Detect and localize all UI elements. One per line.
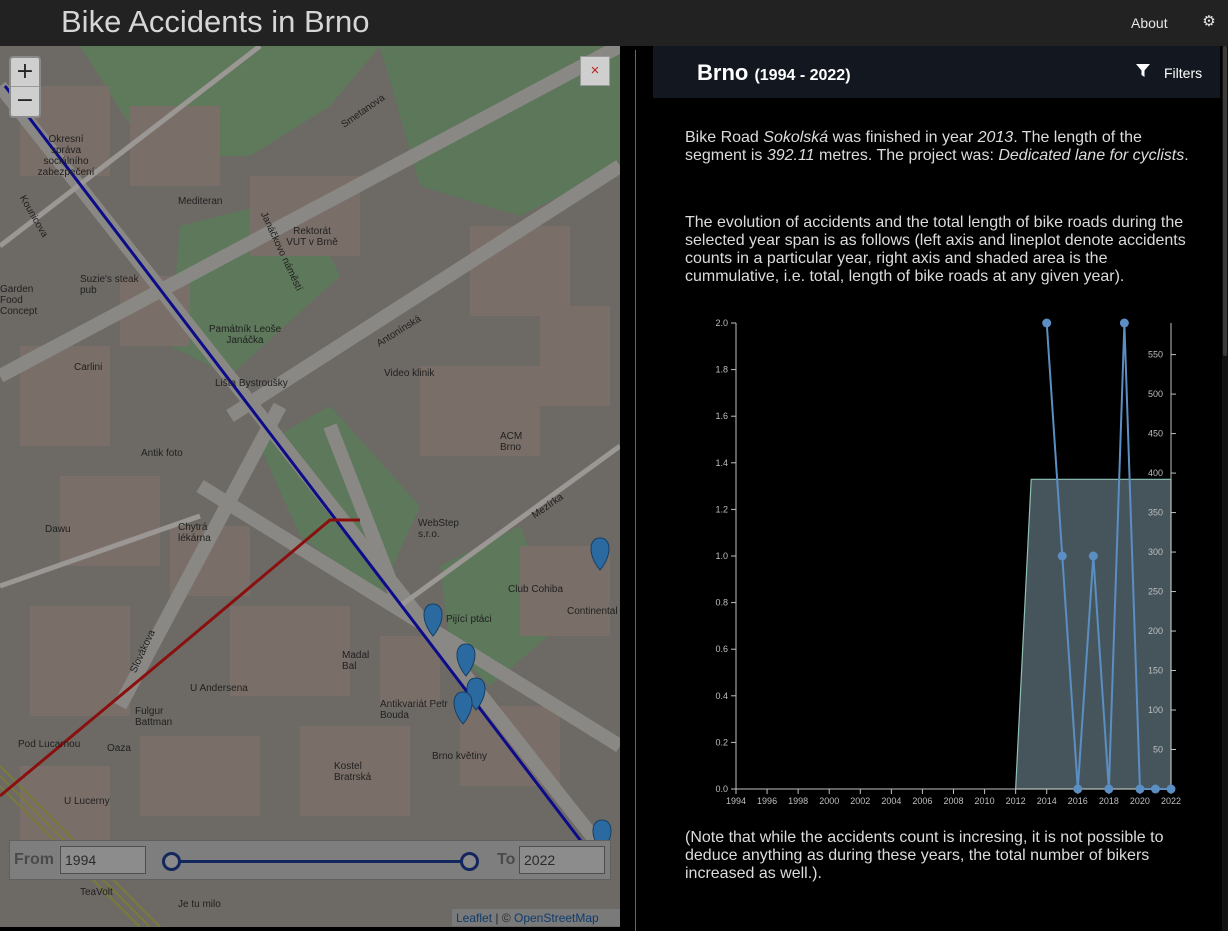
gear-icon[interactable]: ⚙: [1202, 13, 1216, 30]
right-tick-label: 550: [1148, 350, 1163, 360]
panel-divider[interactable]: [635, 50, 636, 931]
road-info-text: Bike Road Sokolská was finished in year …: [685, 129, 1195, 165]
chart-note: (Note that while the accidents count is …: [685, 829, 1164, 882]
right-tick-label: 50: [1153, 745, 1163, 755]
left-tick-label: 0.0: [715, 784, 728, 794]
accidents-point: [1088, 551, 1098, 561]
city-title: Brno (1994 - 2022): [697, 60, 851, 86]
left-tick-label: 1.0: [715, 551, 728, 561]
filter-icon[interactable]: [1136, 64, 1150, 78]
map-view[interactable]: Smetanova Kounicova Janáčkovo náměstí An…: [0, 46, 620, 927]
road-project: Dedicated lane for cyclists: [998, 147, 1185, 164]
x-tick-label: 2002: [850, 796, 870, 806]
x-tick-label: 2016: [1068, 796, 1088, 806]
navbar: Bike Accidents in Brno About ⚙: [0, 0, 1228, 46]
right-tick-label: 100: [1148, 705, 1163, 715]
text: Bike Road: [685, 129, 764, 146]
chart-axes: 0.0 0.2 0.4 0.6 0.8 1.0 1.2 1.4 1.6 1.8 2.0 50 100 15…: [715, 318, 1181, 806]
x-tick-label: 2006: [912, 796, 932, 806]
text: was finished in year: [828, 129, 978, 146]
year-range-slider-panel: From To: [9, 840, 611, 880]
accidents-point: [1150, 784, 1160, 794]
left-tick-label: 0.4: [715, 691, 728, 701]
road-length: 392.11: [766, 147, 815, 164]
right-tick-label: 400: [1148, 468, 1163, 478]
x-tick-label: 2022: [1161, 796, 1181, 806]
x-tick-label: 2012: [1006, 796, 1026, 806]
zoom-control: + −: [9, 56, 41, 118]
filters-button[interactable]: Filters: [1164, 65, 1203, 81]
text: .: [1184, 147, 1189, 164]
from-year-handle[interactable]: [162, 852, 181, 871]
x-tick-label: 2014: [1037, 796, 1057, 806]
left-tick-label: 0.2: [715, 737, 728, 747]
map-tiles[interactable]: [0, 46, 620, 927]
text: metres. The project was:: [814, 147, 999, 164]
attribution-separator: | ©: [492, 911, 514, 925]
left-tick-label: 1.6: [715, 411, 728, 421]
year-range-track[interactable]: [171, 860, 469, 863]
to-label: To: [497, 851, 516, 868]
panel-scrollbar[interactable]: [1222, 46, 1228, 931]
accidents-point: [1104, 784, 1114, 794]
x-tick-label: 2010: [975, 796, 995, 806]
accidents-point: [1166, 784, 1176, 794]
left-tick-label: 1.4: [715, 458, 728, 468]
panel-header: Brno (1994 - 2022) Filters: [653, 46, 1220, 98]
right-tick-label: 300: [1148, 547, 1163, 557]
x-tick-label: 2020: [1130, 796, 1150, 806]
left-tick-label: 0.8: [715, 598, 728, 608]
accidents-point: [1042, 318, 1052, 328]
zoom-out-button[interactable]: −: [15, 88, 35, 113]
road-year: 2013: [977, 129, 1014, 146]
left-tick-label: 1.8: [715, 365, 728, 375]
leaflet-link[interactable]: Leaflet: [456, 911, 493, 925]
from-year-input[interactable]: [60, 846, 146, 874]
map-attribution: Leaflet | © OpenStreetMap: [452, 909, 620, 926]
year-span: (1994 - 2022): [754, 67, 851, 84]
right-tick-label: 450: [1148, 429, 1163, 439]
x-tick-label: 2000: [819, 796, 839, 806]
from-label: From: [14, 851, 54, 868]
zoom-in-button[interactable]: +: [11, 58, 39, 87]
to-year-input[interactable]: [519, 846, 605, 874]
scrollbar-thumb[interactable]: [1223, 46, 1227, 356]
close-button[interactable]: ×: [580, 56, 610, 86]
osm-link[interactable]: OpenStreetMap: [514, 911, 599, 925]
accidents-point: [1073, 784, 1083, 794]
accidents-point: [1135, 784, 1145, 794]
left-tick-label: 2.0: [715, 318, 728, 328]
to-year-handle[interactable]: [460, 852, 479, 871]
right-tick-label: 200: [1148, 626, 1163, 636]
right-tick-label: 350: [1148, 508, 1163, 518]
left-tick-label: 0.6: [715, 644, 728, 654]
accidents-chart: 0.0 0.2 0.4 0.6 0.8 1.0 1.2 1.4 1.6 1.8 2.0 50 100 15…: [715, 318, 1181, 806]
right-tick-label: 500: [1148, 389, 1163, 399]
left-tick-label: 1.2: [715, 504, 728, 514]
text: . The length of the segment is: [685, 129, 1142, 164]
about-link[interactable]: About: [1131, 15, 1168, 31]
x-tick-label: 2008: [943, 796, 963, 806]
accidents-point: [1119, 318, 1129, 328]
road-name: Sokolská: [763, 129, 829, 146]
x-tick-label: 1994: [726, 796, 746, 806]
right-tick-label: 250: [1148, 587, 1163, 597]
right-tick-label: 150: [1148, 666, 1163, 676]
x-tick-label: 2004: [881, 796, 901, 806]
accidents-point: [1057, 551, 1067, 561]
city-name: Brno: [697, 60, 749, 85]
x-tick-label: 1996: [757, 796, 777, 806]
chart-description: The evolution of accidents and the total…: [685, 214, 1186, 285]
x-tick-label: 1998: [788, 796, 808, 806]
x-tick-label: 2018: [1099, 796, 1119, 806]
app-title[interactable]: Bike Accidents in Brno: [61, 4, 370, 39]
